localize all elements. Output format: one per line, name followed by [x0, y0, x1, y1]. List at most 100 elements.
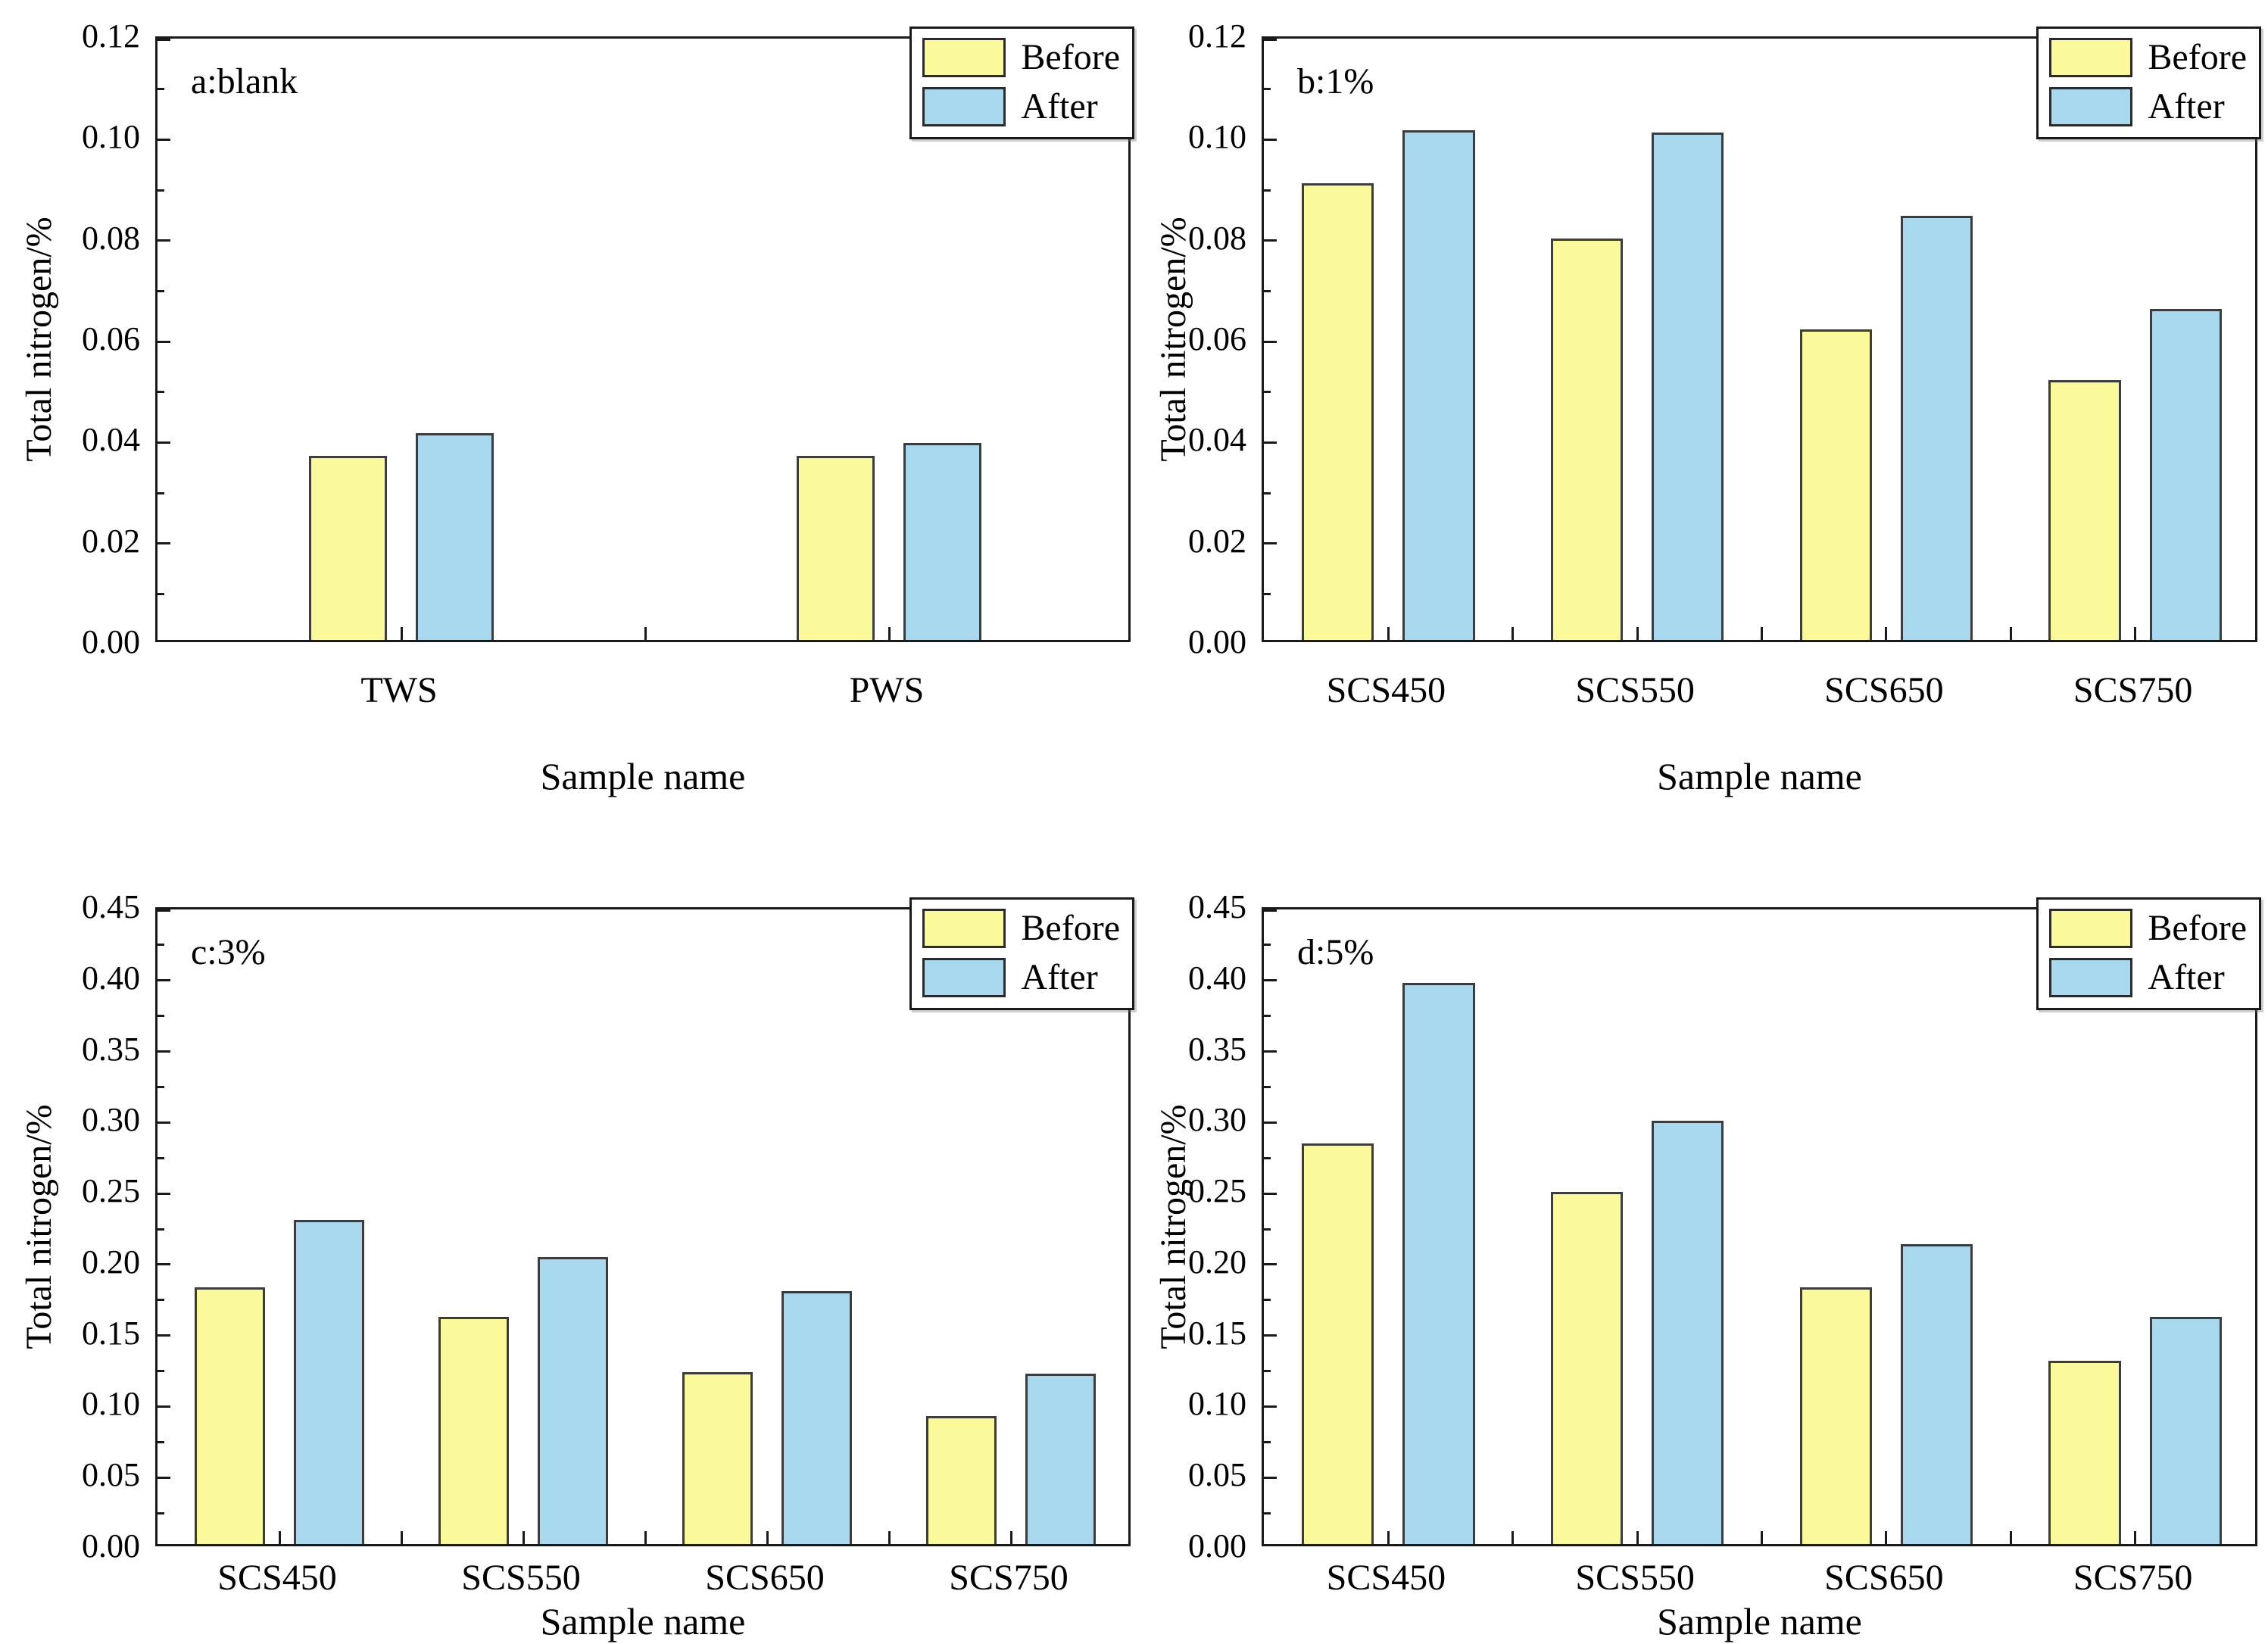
panel-b-1pct: b:1% Before After 0.00 0.02 0.04 0.06 0.08 0.10 0…: [1134, 0, 2268, 822]
x-category-label: SCS750: [949, 1558, 1068, 1598]
y-axis-minor-tick: [158, 1440, 164, 1443]
legend: Before After: [2036, 897, 2261, 1010]
bar-after-SCS650: [1900, 1244, 1973, 1544]
y-tick-label: 0.30: [1188, 1101, 1246, 1139]
y-axis-major-tick: [1264, 1192, 1277, 1195]
y-axis-major-tick: [158, 441, 170, 444]
y-tick-label: 0.30: [82, 1101, 140, 1139]
y-tick-label: 0.10: [1188, 118, 1246, 156]
y-axis-major-tick: [158, 979, 170, 982]
y-axis-minor-tick: [1264, 1156, 1271, 1159]
legend-label: Before: [1021, 37, 1120, 77]
bar-before-SCS550: [1550, 239, 1624, 640]
y-axis-minor-tick: [158, 1156, 164, 1159]
bar-before-SCS750: [2048, 379, 2121, 640]
y-axis-minor-tick: [1264, 1440, 1271, 1443]
x-axis-title: Sample name: [540, 1600, 746, 1642]
x-axis-title: Sample name: [1657, 1600, 1862, 1642]
y-tick-label: 0.20: [1188, 1243, 1246, 1281]
x-axis-boundary-tick: [888, 1531, 891, 1544]
legend-swatch-before: [922, 909, 1006, 948]
legend-swatch-after: [2049, 958, 2133, 997]
y-axis-minor-tick: [1264, 491, 1271, 494]
x-axis-category-tick: [1636, 1531, 1639, 1544]
y-axis-major-tick: [1264, 138, 1277, 141]
y-axis-major-tick: [1264, 39, 1277, 41]
legend-label: After: [2148, 86, 2225, 126]
y-tick-label: 0.04: [82, 421, 140, 459]
y-axis-minor-tick: [1264, 88, 1271, 91]
y-axis-major-tick: [1264, 909, 1277, 912]
x-axis-boundary-tick: [644, 627, 647, 640]
x-axis-category-tick: [1885, 1531, 1888, 1544]
bar-after-SCS650: [781, 1291, 852, 1544]
legend-swatch-after: [922, 958, 1006, 997]
y-tick-label: 0.25: [1188, 1172, 1246, 1210]
legend: Before After: [909, 27, 1134, 139]
bar-after-SCS750: [2149, 1316, 2222, 1544]
y-axis-major-tick: [1264, 542, 1277, 545]
y-axis-major-tick: [158, 39, 170, 41]
legend-swatch-before: [2049, 38, 2133, 77]
panel-d-5pct: d:5% Before After 0.00 0.05 0.10 0.15 0.20 0.25 0…: [1134, 822, 2268, 1644]
bar-before-SCS450: [195, 1287, 266, 1544]
y-axis-minor-tick: [1264, 1228, 1271, 1231]
y-axis-major-tick: [1264, 979, 1277, 982]
x-category-label: SCS650: [1824, 1558, 1944, 1598]
legend-row: Before: [2049, 907, 2247, 950]
x-axis-title: Sample name: [1657, 755, 1862, 797]
bar-after-PWS: [903, 443, 982, 640]
y-axis-major-tick: [158, 1263, 170, 1266]
bar-after-SCS450: [1402, 129, 1475, 640]
panel-label: d:5%: [1297, 932, 1374, 972]
y-tick-label: 0.45: [82, 888, 140, 925]
panel-label: a:blank: [191, 61, 298, 101]
y-axis-major-tick: [1264, 1476, 1277, 1479]
y-tick-label: 0.00: [1188, 1527, 1246, 1564]
y-tick-label: 0.00: [82, 623, 140, 660]
x-category-label: SCS450: [217, 1558, 337, 1598]
legend-row: After: [922, 956, 1120, 999]
x-category-label: SCS650: [705, 1558, 825, 1598]
y-axis-minor-tick: [158, 88, 164, 91]
y-axis-minor-tick: [1264, 1085, 1271, 1088]
y-axis-minor-tick: [158, 189, 164, 192]
y-axis-major-tick: [1264, 1544, 1277, 1546]
bar-after-SCS550: [537, 1257, 608, 1544]
y-tick-label: 0.02: [82, 522, 140, 560]
legend: Before After: [909, 897, 1134, 1010]
y-axis-major-tick: [158, 138, 170, 141]
y-axis-minor-tick: [1264, 592, 1271, 595]
x-axis-category-tick: [1009, 1531, 1012, 1544]
y-axis-major-tick: [1264, 1405, 1277, 1408]
bar-after-SCS550: [1652, 1121, 1724, 1544]
y-axis-minor-tick: [158, 1511, 164, 1515]
panel-c-3pct: c:3% Before After 0.00 0.05 0.10 0.15 0.20 0.25 0…: [0, 822, 1134, 1644]
y-axis-major-tick: [1264, 1050, 1277, 1053]
x-axis-category-tick: [766, 1531, 769, 1544]
x-axis-category-tick: [522, 1531, 525, 1544]
legend-label: Before: [2148, 908, 2247, 948]
y-axis-major-tick: [158, 1544, 170, 1546]
y-axis-minor-tick: [1264, 1370, 1271, 1373]
y-tick-label: 0.04: [1188, 421, 1246, 459]
y-tick-label: 0.10: [82, 118, 140, 156]
y-tick-label: 0.00: [82, 1527, 140, 1564]
panel-label: b:1%: [1297, 61, 1374, 101]
x-category-label: PWS: [849, 670, 925, 710]
bar-after-TWS: [416, 432, 494, 640]
x-category-label: SCS550: [1575, 1558, 1695, 1598]
legend-label: Before: [2148, 37, 2247, 77]
y-tick-label: 0.35: [1188, 1030, 1246, 1068]
y-tick-label: 0.25: [82, 1172, 140, 1210]
y-tick-label: 0.40: [1188, 959, 1246, 997]
y-axis-minor-tick: [158, 1085, 164, 1088]
y-axis-major-tick: [158, 640, 170, 642]
y-tick-label: 0.05: [1188, 1456, 1246, 1494]
x-axis-category-tick: [1885, 627, 1888, 640]
y-tick-label: 0.06: [1188, 320, 1246, 357]
legend-swatch-before: [922, 38, 1006, 77]
y-axis-minor-tick: [158, 1299, 164, 1302]
y-tick-label: 0.08: [82, 219, 140, 257]
y-axis-major-tick: [158, 542, 170, 545]
